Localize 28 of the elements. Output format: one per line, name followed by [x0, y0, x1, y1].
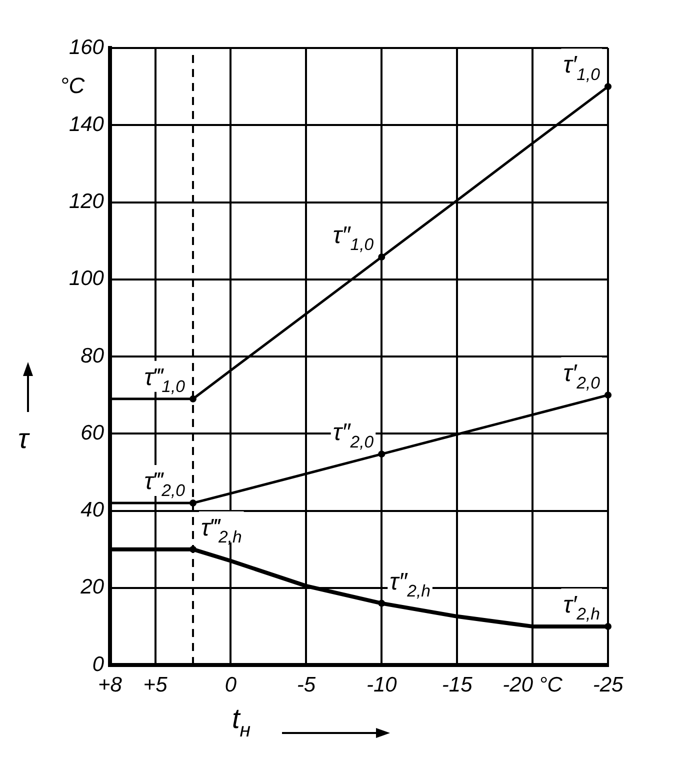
x-tick-label: -5	[296, 673, 316, 696]
point	[190, 546, 196, 553]
x-tick-label: +5	[143, 673, 168, 696]
x-tick-label: -15	[442, 673, 473, 696]
x-tick-label: 0	[224, 673, 237, 696]
y-tick-label: 60	[80, 421, 104, 444]
y-tick-label: 160	[68, 36, 104, 59]
text: °C	[60, 73, 85, 98]
point	[190, 395, 196, 402]
y-tick-label: 140	[68, 112, 104, 136]
x-tick-label: -25	[592, 673, 624, 696]
point	[604, 392, 612, 399]
y-axis-title: τ	[18, 423, 30, 454]
x-tick-label: -10	[366, 673, 398, 696]
y-tick-label: 40	[80, 498, 104, 522]
y-tick-label: 120	[68, 190, 104, 214]
y-tick-label: 80	[80, 344, 104, 368]
y-tick-label: 0	[92, 652, 104, 676]
point	[190, 500, 196, 507]
point	[604, 83, 612, 90]
y-tick-label: 20	[80, 576, 104, 599]
x-tick-label: -20 °C	[502, 673, 564, 696]
point	[378, 254, 386, 261]
x-tick-label: +8	[98, 673, 122, 696]
y-tick-label: 100	[68, 267, 104, 290]
point	[378, 450, 386, 458]
point	[604, 622, 612, 630]
point	[378, 600, 386, 607]
